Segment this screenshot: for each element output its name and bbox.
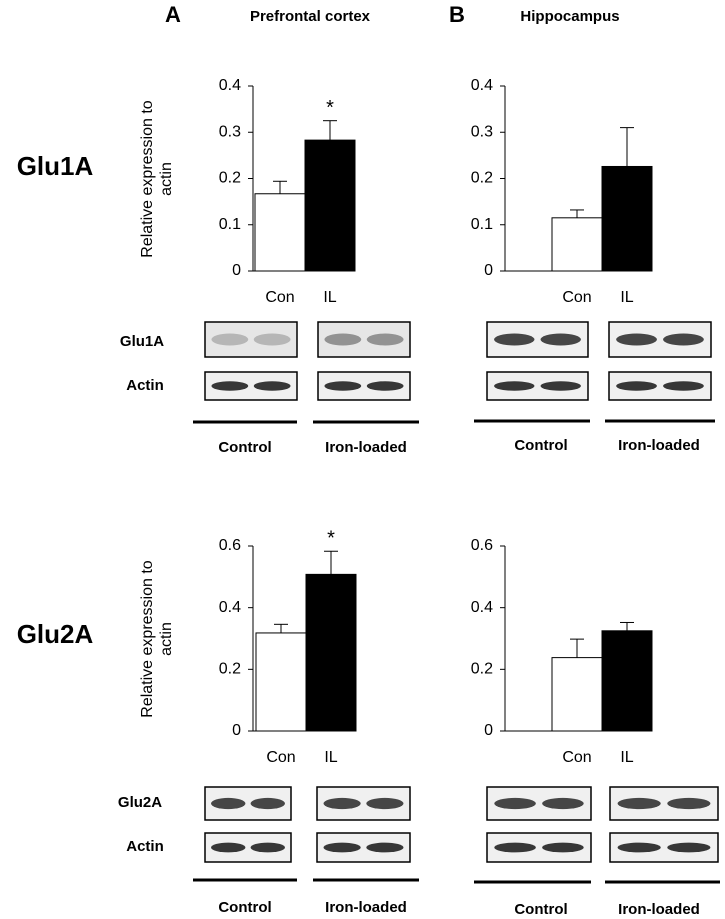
y-tick-label: 0.2	[219, 661, 241, 678]
blot-band	[616, 381, 657, 391]
blot-label: Glu1A	[120, 333, 164, 350]
y-tick-label: 0.1	[471, 216, 493, 233]
y-tick-label: 0.4	[219, 77, 241, 94]
x-tick-label: Con	[266, 749, 295, 766]
blot-band	[250, 842, 285, 853]
x-tick-label: Con	[562, 749, 591, 766]
blot-label: Actin	[126, 377, 164, 394]
blot-band	[540, 381, 581, 391]
blot-band	[494, 797, 536, 810]
blot-band	[366, 842, 404, 853]
blot-band	[250, 797, 285, 810]
y-tick-label: 0.2	[471, 170, 493, 187]
blot-band	[542, 797, 584, 810]
y-tick-label: 0	[232, 262, 241, 279]
group-label: Control	[218, 899, 271, 916]
blot-band	[616, 333, 657, 346]
y-tick-label: 0.1	[219, 216, 241, 233]
blot-band	[324, 381, 362, 391]
x-tick-label: IL	[324, 749, 337, 766]
y-tick-label: 0.2	[471, 661, 493, 678]
x-tick-label: IL	[620, 749, 633, 766]
bar	[551, 657, 603, 732]
annotation: *	[326, 97, 334, 119]
blot-label: Glu2A	[118, 794, 162, 811]
blot-band	[366, 797, 404, 810]
blot-band	[542, 842, 584, 853]
panel-title: Hippocampus	[520, 8, 619, 25]
y-tick-label: 0.6	[471, 537, 493, 554]
group-label: Iron-loaded	[325, 439, 407, 456]
group-label: Iron-loaded	[618, 437, 700, 454]
bar	[601, 165, 653, 272]
x-tick-label: Con	[265, 289, 294, 306]
blot-band	[494, 842, 536, 853]
y-tick-label: 0.3	[219, 123, 241, 140]
blot-band	[494, 381, 535, 391]
y-axis-label: Relative expression to actin	[139, 559, 175, 718]
y-tick-label: 0.4	[471, 77, 493, 94]
group-label: Iron-loaded	[618, 901, 700, 918]
row-label: Glu1A	[17, 151, 94, 181]
bar	[254, 193, 306, 272]
y-axis-label: Relative expression to actin	[139, 99, 175, 258]
panel-letter: A	[165, 2, 181, 27]
bar	[305, 573, 357, 732]
y-tick-label: 0.2	[219, 170, 241, 187]
blot-band	[494, 333, 535, 346]
blot-band	[667, 797, 711, 810]
bar	[601, 630, 653, 732]
blot-band	[324, 333, 362, 346]
annotation: *	[327, 528, 335, 550]
y-tick-label: 0.4	[219, 599, 241, 616]
group-label: Iron-loaded	[325, 899, 407, 916]
y-tick-label: 0.3	[471, 123, 493, 140]
bar	[304, 139, 356, 272]
blot-label: Actin	[126, 838, 164, 855]
row-label: Glu2A	[17, 619, 94, 649]
blot-band	[323, 797, 361, 810]
blot-band	[540, 333, 581, 346]
blot-band	[663, 381, 704, 391]
blot-band	[617, 842, 661, 853]
blot-band	[667, 842, 711, 853]
blot-band	[323, 842, 361, 853]
blot-band	[211, 381, 249, 391]
blot-band	[253, 381, 291, 391]
x-tick-label: IL	[323, 289, 336, 306]
blot-band	[663, 333, 704, 346]
y-tick-label: 0	[484, 262, 493, 279]
blot-band	[211, 842, 246, 853]
blot-band	[211, 333, 249, 346]
y-tick-label: 0	[484, 722, 493, 739]
blot-band	[253, 333, 291, 346]
y-tick-label: 0.4	[471, 599, 493, 616]
group-label: Control	[218, 439, 271, 456]
group-label: Control	[514, 437, 567, 454]
blot-band	[211, 797, 246, 810]
x-tick-label: IL	[620, 289, 633, 306]
blot-band	[366, 381, 404, 391]
blot-band	[366, 333, 404, 346]
panel-title: Prefrontal cortex	[250, 8, 371, 25]
group-label: Control	[514, 901, 567, 918]
blot-band	[617, 797, 661, 810]
x-tick-label: Con	[562, 289, 591, 306]
bar	[551, 217, 603, 272]
y-tick-label: 0	[232, 722, 241, 739]
y-tick-label: 0.6	[219, 537, 241, 554]
panel-letter: B	[449, 2, 465, 27]
bar	[255, 632, 307, 732]
